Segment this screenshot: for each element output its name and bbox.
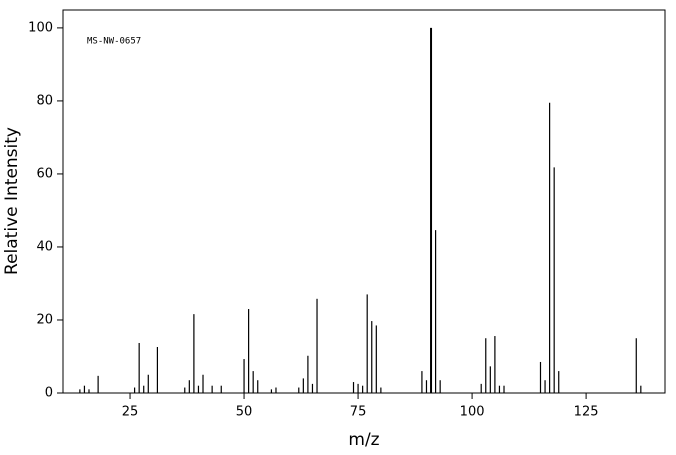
x-axis-label: m/z (348, 430, 379, 450)
y-tick-label: 80 (36, 93, 53, 108)
x-tick-label: 100 (460, 405, 485, 420)
x-tick-label: 50 (236, 405, 253, 420)
x-tick-label: 125 (574, 405, 599, 420)
annotation: MS-NW-0657 (87, 37, 141, 47)
y-tick-label: 40 (36, 239, 53, 254)
y-axis-label: Relative Intensity (2, 127, 22, 275)
y-tick-label: 0 (45, 386, 53, 401)
y-tick-label: 20 (36, 312, 53, 327)
plot-frame (62, 9, 666, 394)
x-tick-label: 25 (122, 405, 139, 420)
x-tick-label: 75 (350, 405, 367, 420)
y-tick-label: 100 (28, 20, 53, 35)
y-tick-label: 60 (36, 166, 53, 181)
